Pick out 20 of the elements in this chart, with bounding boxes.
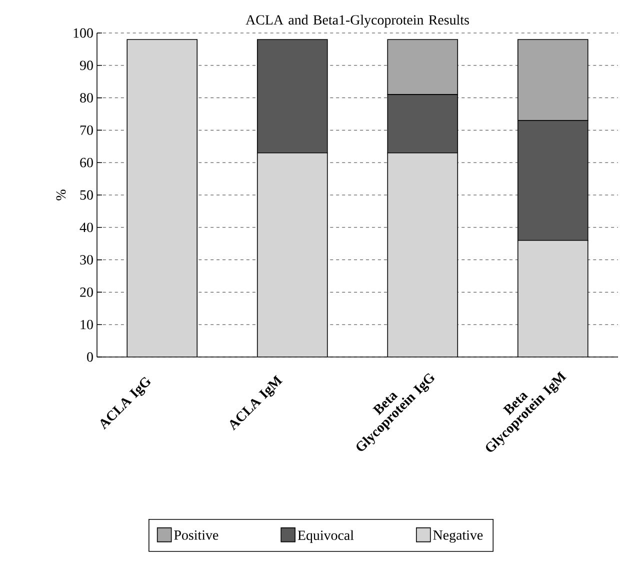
- legend-label: Negative: [433, 530, 483, 543]
- y-tick-label: 90: [80, 60, 93, 70]
- y-tick-label: 60: [80, 158, 93, 168]
- legend-label: Equivocal: [298, 530, 354, 543]
- y-axis-title: %: [56, 190, 66, 200]
- legend-label: Positive: [174, 530, 218, 540]
- y-tick-label: 70: [80, 125, 93, 135]
- chart-title: ACLA and Beta1-Glycoprotein Results: [246, 14, 469, 28]
- y-tick-label: 50: [80, 190, 93, 200]
- y-tick-label: 20: [80, 287, 93, 297]
- y-tick-label: 30: [80, 255, 93, 265]
- bar: [388, 152, 458, 357]
- y-tick-label: 80: [80, 93, 93, 103]
- y-tick-label: 0: [87, 352, 93, 362]
- y-tick-label: 40: [80, 222, 93, 232]
- y-tick-label: 100: [74, 28, 93, 38]
- bar: [517, 240, 588, 357]
- bar: [257, 152, 328, 357]
- bar: [127, 39, 198, 357]
- y-tick-label: 10: [80, 320, 93, 330]
